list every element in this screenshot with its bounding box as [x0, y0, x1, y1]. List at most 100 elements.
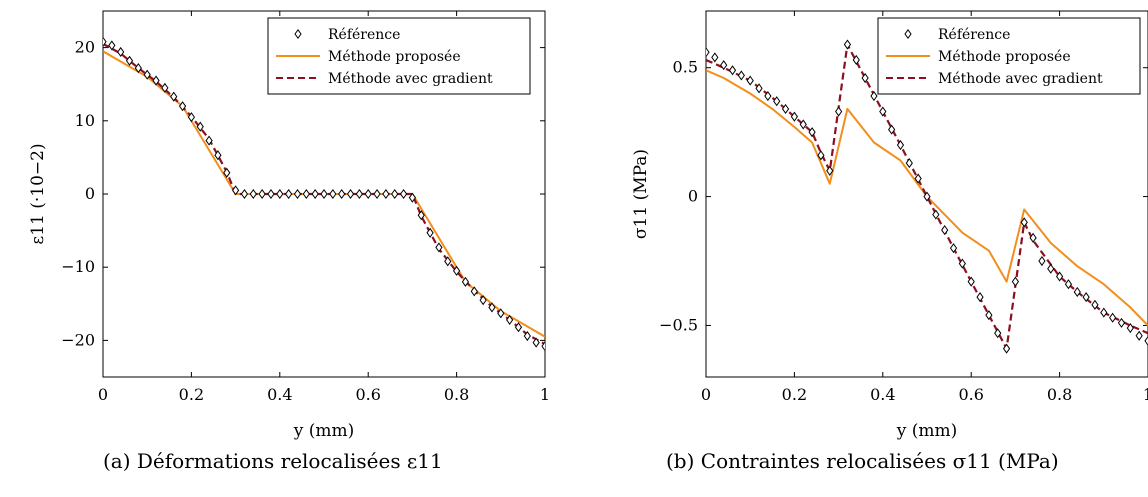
data-point-reference [435, 242, 443, 253]
data-point-reference [720, 60, 728, 71]
data-point-reference [125, 55, 134, 66]
legend-label-gradient: Méthode avec gradient [938, 71, 1103, 87]
data-point-reference [461, 276, 470, 287]
legend-marker-reference [294, 28, 302, 40]
data-point-reference [790, 111, 799, 122]
x-tick-label: 0 [98, 385, 108, 404]
data-point-reference [1117, 317, 1126, 328]
plot-frame [705, 10, 1148, 378]
data-point-reference [1038, 255, 1046, 267]
data-point-reference [108, 40, 116, 51]
data-point-reference [1082, 292, 1090, 303]
y-tick-label: 0.5 [673, 58, 698, 77]
data-point-reference [470, 286, 478, 297]
series-line-proposed [706, 69, 1148, 327]
y-tick-label: −10 [61, 257, 95, 276]
data-point-reference [346, 188, 355, 200]
x-axis-label: y (mm) [293, 421, 355, 441]
data-point-reference [834, 106, 843, 117]
data-point-reference [852, 54, 860, 66]
data-point-reference [117, 46, 125, 58]
data-point-reference [1135, 330, 1143, 341]
data-point-reference [1126, 322, 1134, 334]
data-point-reference [817, 150, 825, 161]
x-tick-label: 0.6 [958, 385, 983, 404]
data-point-reference [214, 150, 222, 161]
y-tick-label: 20 [75, 38, 95, 57]
data-point-reference [1091, 299, 1099, 310]
data-point-reference [994, 328, 1002, 339]
chart-b: 0 0.2 0.4 0.6 0.8 1 0.5 0 −0.5 y (mm) σ11 (MPa) (b)… [631, 10, 1148, 473]
data-point-reference [773, 96, 781, 107]
data-point-reference [205, 135, 213, 146]
legend: Référence Méthode proposée Méthode avec gr… [877, 17, 1141, 95]
data-point-reference [311, 188, 319, 200]
y-axis-label: σ11 (MPa) [631, 149, 651, 239]
data-point-reference [285, 188, 293, 200]
data-point-reference [1064, 279, 1073, 290]
legend-label-reference: Référence [938, 27, 1010, 43]
data-point-reference [479, 295, 487, 306]
data-point-reference [711, 52, 719, 63]
y-tick-label: −0.5 [659, 315, 698, 334]
x-tick-label: 0 [701, 385, 711, 404]
data-point-reference [1100, 307, 1108, 318]
data-point-reference [1002, 343, 1011, 354]
chart-a: 0 0.2 0.4 0.6 0.8 1 20 10 0 −10 −20 y (mm) ε11 (·10−… [28, 10, 550, 473]
data-point-reference [276, 188, 284, 200]
data-point-reference [958, 258, 966, 269]
data-point-reference [143, 69, 151, 80]
data-point-reference [843, 39, 852, 50]
y-tick-label: 10 [75, 111, 95, 130]
data-point-reference [532, 337, 540, 348]
x-tick-label: 0.4 [870, 385, 895, 404]
x-tick-label: 1 [1143, 385, 1148, 404]
x-tick-label: 0.2 [179, 385, 204, 404]
data-point-reference [231, 185, 240, 196]
data-point-reference [514, 322, 523, 333]
legend-marker-reference [904, 28, 912, 40]
x-tick-label: 0.8 [444, 385, 469, 404]
data-point-reference [302, 188, 310, 200]
data-point-reference [355, 188, 363, 200]
data-point-reference [949, 243, 958, 254]
data-point-reference [523, 330, 531, 342]
data-point-reference [706, 47, 710, 58]
data-point-reference [187, 112, 196, 123]
x-tick-label: 0.2 [782, 385, 807, 404]
data-point-reference [134, 63, 142, 74]
data-point-reference [1047, 263, 1055, 274]
data-point-reference [923, 191, 931, 202]
data-point-reference [444, 256, 452, 267]
plot-area [706, 39, 1148, 354]
data-point-reference [338, 188, 346, 200]
data-point-reference [178, 101, 187, 112]
legend-label-proposed: Méthode proposée [938, 49, 1071, 65]
data-point-reference [399, 188, 408, 200]
chart-caption: (a) Déformations relocalisées ε11 [103, 449, 443, 473]
chart-caption: (b) Contraintes relocalisées σ11 (MPa) [666, 449, 1059, 473]
data-point-reference [152, 75, 160, 86]
data-point-reference [373, 188, 381, 200]
data-point-reference [1144, 335, 1148, 346]
data-point-reference [103, 36, 107, 47]
data-point-reference [932, 209, 940, 220]
x-tick-label: 0.6 [355, 385, 380, 404]
data-point-reference [249, 188, 257, 200]
data-point-reference [879, 106, 887, 117]
x-axis-label: y (mm) [896, 421, 958, 441]
x-tick-label: 0.4 [267, 385, 292, 404]
data-point-reference [391, 188, 399, 200]
y-tick-label: 0 [85, 184, 95, 203]
data-point-reference [382, 188, 390, 200]
series-line-gradient [103, 42, 545, 346]
data-point-reference [417, 210, 425, 221]
data-point-reference [755, 83, 763, 94]
data-point-reference [1055, 271, 1064, 282]
legend-label-gradient: Méthode avec gradient [328, 71, 493, 87]
data-point-reference [426, 227, 434, 238]
data-point-reference [364, 188, 372, 200]
data-point-reference [1073, 286, 1081, 298]
plot-area [103, 36, 545, 352]
